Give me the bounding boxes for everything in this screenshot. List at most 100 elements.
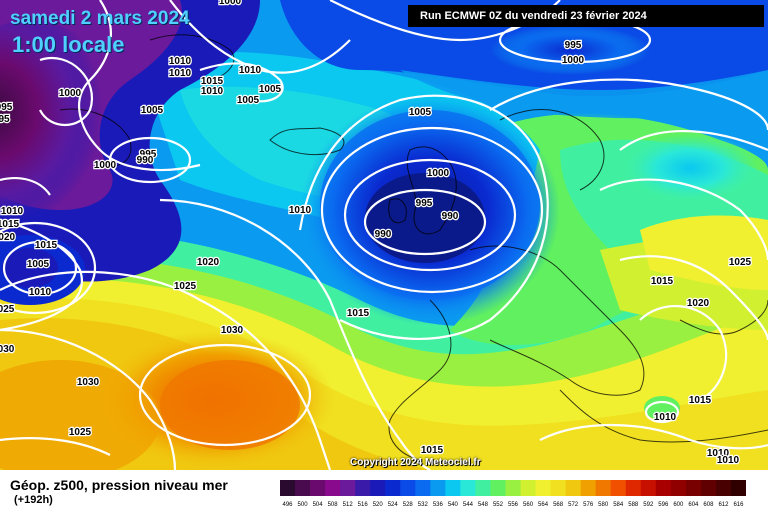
color-scale-swatch xyxy=(640,480,657,496)
isobar-label: 1005 xyxy=(409,107,432,118)
isobar-label: 1025 xyxy=(729,257,752,268)
color-scale-swatch xyxy=(625,480,642,496)
color-scale-swatch xyxy=(670,480,687,496)
color-scale-swatch xyxy=(355,480,371,496)
isobar-label: 995 xyxy=(140,149,157,160)
forecast-offset: (+192h) xyxy=(14,494,53,506)
color-scale-swatch xyxy=(310,480,326,496)
isobar-label: 1015 xyxy=(347,308,370,319)
color-scale-label: 616 xyxy=(733,502,744,508)
color-scale-swatch xyxy=(535,480,552,496)
color-scale-label: 548 xyxy=(478,502,489,508)
isobar-label: 1010 xyxy=(169,56,192,67)
isobar-label: 1015 xyxy=(201,76,224,87)
isobar-label: 1010 xyxy=(654,412,677,423)
color-scale-label: 528 xyxy=(403,502,414,508)
isobar-label: 1020 xyxy=(0,232,16,243)
color-scale-label: 516 xyxy=(358,502,369,508)
isobar-label: 1015 xyxy=(35,240,58,251)
color-scale-swatch xyxy=(325,480,341,496)
color-scale-label: 580 xyxy=(598,502,609,508)
color-scale-swatch xyxy=(610,480,627,496)
color-scale-swatch xyxy=(550,480,567,496)
isobar-label: 1020 xyxy=(197,257,220,268)
color-scale-label: 540 xyxy=(448,502,459,508)
isobar-label: 1010 xyxy=(169,68,192,79)
isobar-label: 995 xyxy=(416,198,433,209)
forecast-date: samedi 2 mars 2024 xyxy=(10,8,190,29)
color-scale-label: 504 xyxy=(313,502,324,508)
isobar-label: 1015 xyxy=(0,219,20,230)
forecast-local-time: 1:00 locale xyxy=(12,32,125,57)
isobar-label: 1000 xyxy=(219,0,242,7)
geopotential-pressure-map: 1000101010101015101010101005100510001005… xyxy=(0,0,768,470)
copyright-text: Copyright 2024 Meteociel.fr xyxy=(350,457,481,468)
isobar-label: 990 xyxy=(375,229,392,240)
isobar-label: 025 xyxy=(0,304,15,315)
color-scale-label: 512 xyxy=(343,502,354,508)
color-scale-label: 584 xyxy=(613,502,624,508)
coastlines xyxy=(59,34,768,461)
color-scale-swatch xyxy=(505,480,522,496)
color-scale-label: 596 xyxy=(658,502,669,508)
model-run-info: Run ECMWF 0Z du vendredi 23 février 2024 xyxy=(408,5,764,27)
color-scale-swatch xyxy=(400,480,416,496)
color-scale-swatch xyxy=(370,480,386,496)
isobar-label: 1010 xyxy=(29,287,52,298)
isobar-label: 1005 xyxy=(141,105,164,116)
isobar-label: 1015 xyxy=(651,276,674,287)
color-scale-label: 500 xyxy=(298,502,309,508)
color-scale-swatch xyxy=(685,480,702,496)
color-scale-label: 544 xyxy=(463,502,474,508)
color-scale-swatch xyxy=(430,480,446,496)
color-scale-swatch xyxy=(280,480,296,496)
isobar-label: 1000 xyxy=(427,168,450,179)
color-scale-label: 600 xyxy=(673,502,684,508)
color-scale-label: 552 xyxy=(493,502,504,508)
isobar-label: 1000 xyxy=(562,55,585,66)
isobar-label: 1010 xyxy=(707,448,730,459)
isobar-label: 1005 xyxy=(27,259,50,270)
color-scale-label: 572 xyxy=(568,502,579,508)
isobar-label: 95 xyxy=(0,114,10,125)
color-scale-swatch xyxy=(490,480,506,496)
color-scale-swatch xyxy=(580,480,597,496)
color-scale-swatch xyxy=(475,480,491,496)
color-scale-swatch xyxy=(700,480,717,496)
color-scale-label: 524 xyxy=(388,502,399,508)
isobar-label: 1020 xyxy=(687,298,710,309)
color-scale-label: 536 xyxy=(433,502,444,508)
isobar-labels: 1000101010101015101010101005100510001005… xyxy=(0,0,753,467)
isobar-label: 1030 xyxy=(221,325,244,336)
color-scale-swatch xyxy=(730,480,746,496)
isobar-label: 1010 xyxy=(289,205,312,216)
isobar-label: 1005 xyxy=(259,84,282,95)
isobar-label: 1010 xyxy=(239,65,262,76)
isobar-label: 1015 xyxy=(421,445,444,456)
color-scale-bar: 496 500 504 508 512 516 520 524 528 532 536 540 544 5… xyxy=(280,480,746,508)
color-scale-swatch xyxy=(715,480,732,496)
isobar-label: 995 xyxy=(0,102,13,113)
isobar-label: 1025 xyxy=(174,281,197,292)
color-scale-swatch xyxy=(565,480,582,496)
color-scale-swatch xyxy=(520,480,537,496)
color-scale-label: 532 xyxy=(418,502,429,508)
color-scale-label: 604 xyxy=(688,502,699,508)
isobar-label: 990 xyxy=(137,155,154,166)
color-scale-swatch xyxy=(415,480,431,496)
color-scale-swatch xyxy=(385,480,401,496)
color-scale-label: 520 xyxy=(373,502,384,508)
isobar-label: 030 xyxy=(0,344,15,355)
color-scale-swatch xyxy=(655,480,672,496)
color-scale-label: 496 xyxy=(283,502,294,508)
isobar-label: 1000 xyxy=(94,160,117,171)
isobar-label: 1005 xyxy=(237,95,260,106)
color-scale-swatch xyxy=(445,480,461,496)
color-scale-label: 592 xyxy=(643,502,654,508)
color-scale-label: 564 xyxy=(538,502,549,508)
isobar-label: 1030 xyxy=(77,377,100,388)
color-scale-swatch xyxy=(340,480,356,496)
legend-title: Géop. z500, pression niveau mer xyxy=(10,477,228,493)
color-scale-label: 560 xyxy=(523,502,534,508)
